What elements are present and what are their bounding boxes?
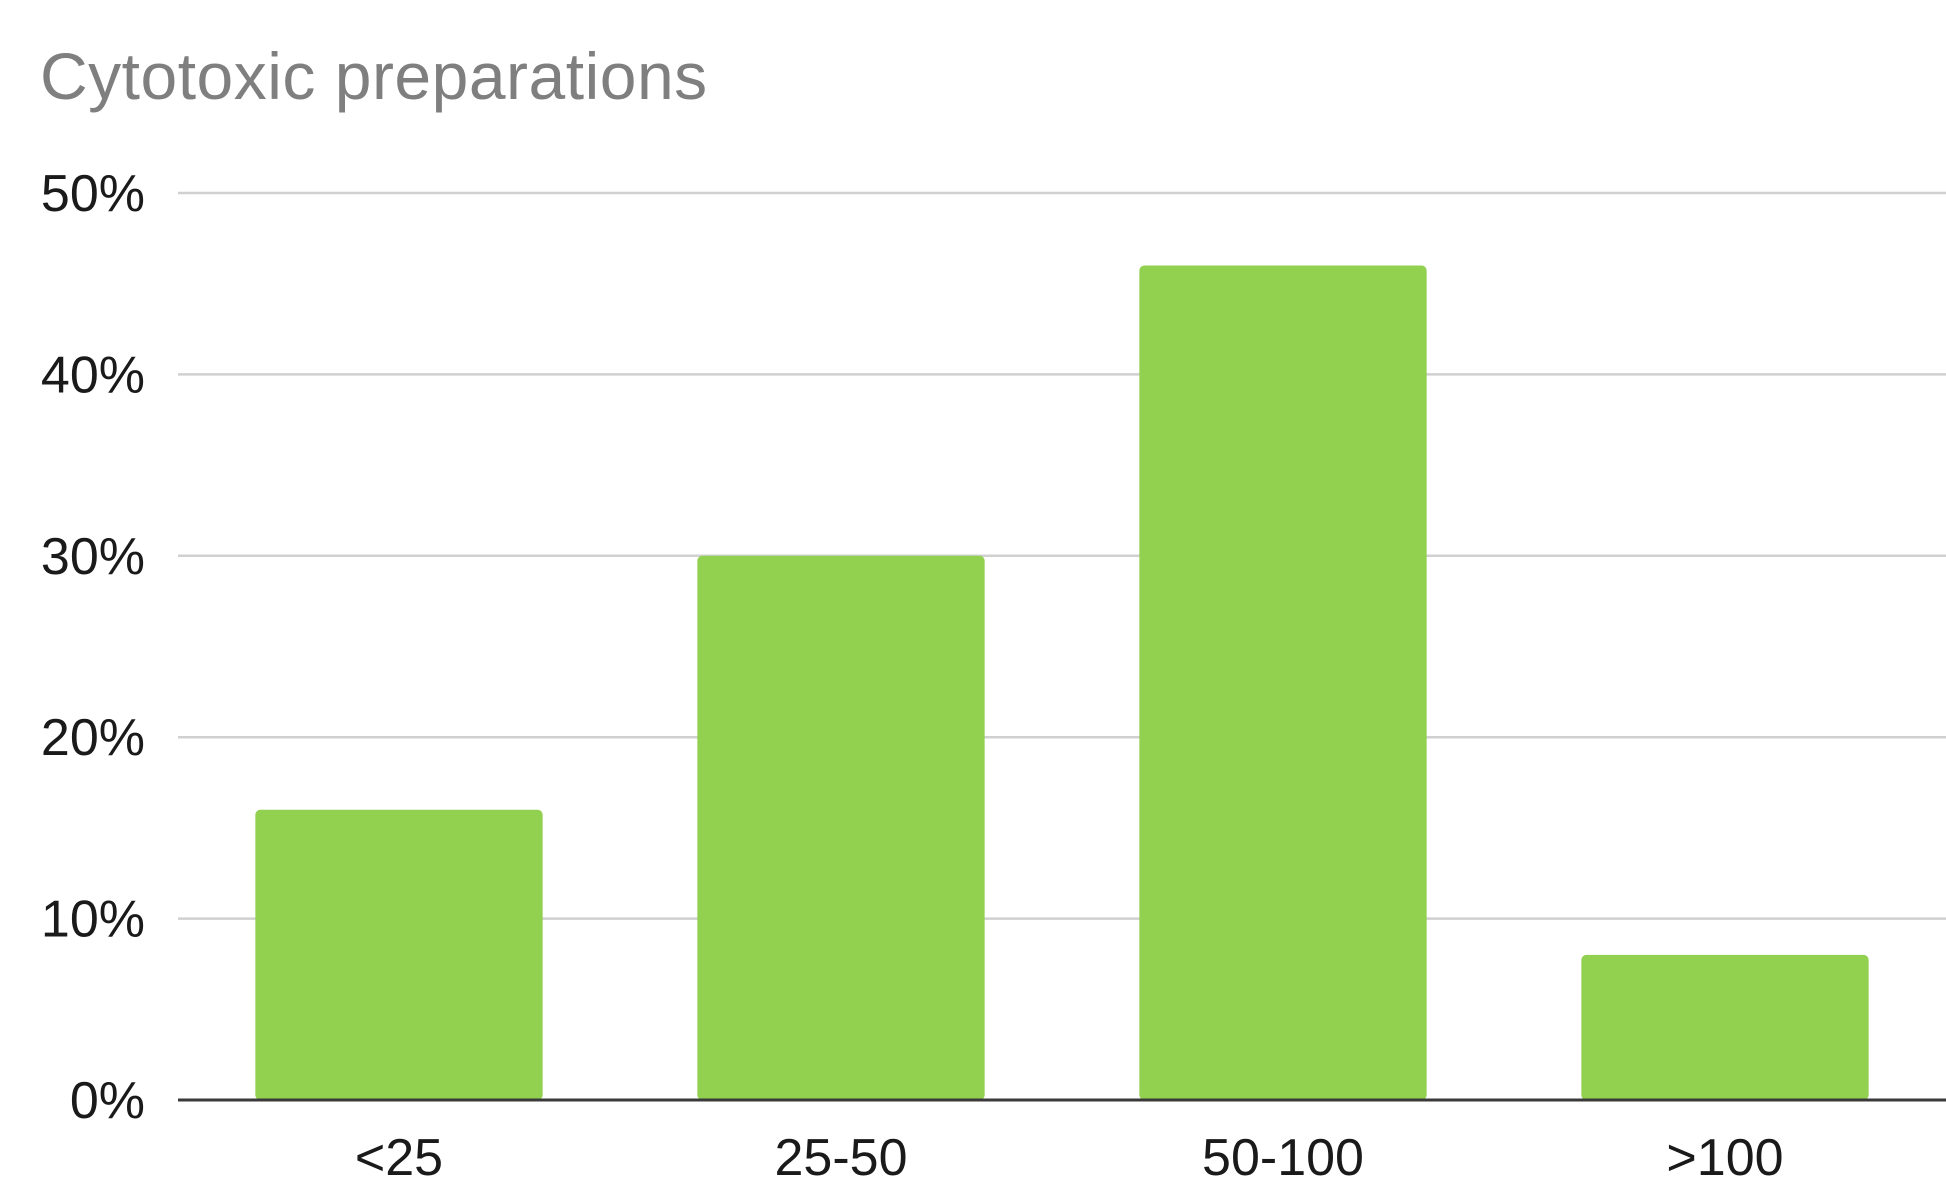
bar-1	[697, 555, 985, 1100]
bar-3	[1581, 954, 1869, 1100]
y-tick-label: 30%	[41, 528, 145, 586]
y-tick-label: 10%	[41, 891, 145, 949]
bar-0	[255, 809, 543, 1100]
x-tick-label: >100	[1666, 1129, 1783, 1179]
x-tick-label: 25-50	[775, 1129, 908, 1179]
y-tick-labels: 0% 10% 20% 30% 40% 50%	[41, 165, 145, 1130]
y-tick-label: 50%	[41, 165, 145, 223]
chart-title: Cytotoxic preparations	[40, 39, 708, 113]
x-tick-label: <25	[355, 1129, 443, 1179]
y-tick-label: 0%	[70, 1072, 145, 1130]
y-tick-label: 20%	[41, 709, 145, 767]
x-tick-label: 50-100	[1202, 1129, 1364, 1179]
x-tick-labels: <25 25-50 50-100 >100	[355, 1129, 1784, 1179]
y-tick-label: 40%	[41, 346, 145, 404]
bars	[255, 265, 1869, 1100]
bar-2	[1139, 265, 1427, 1100]
